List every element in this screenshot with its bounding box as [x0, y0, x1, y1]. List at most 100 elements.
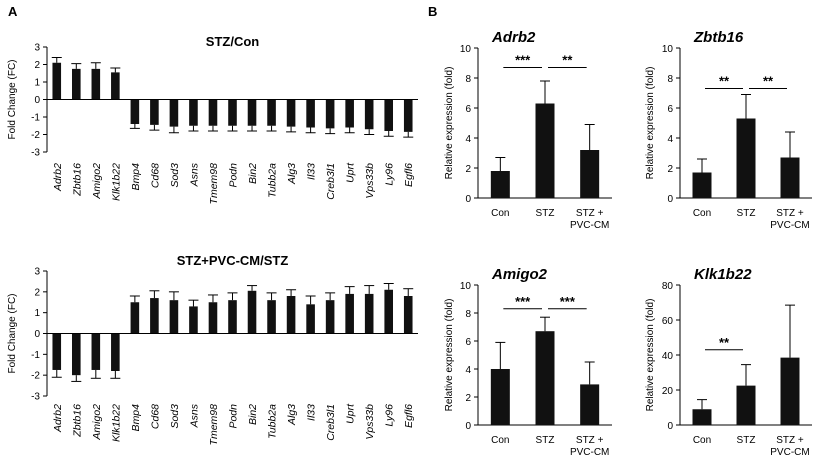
bar-zbtb16: [71, 333, 81, 376]
bar-stz-pvc-cm: [580, 150, 600, 198]
y-tick-label: 6: [465, 337, 471, 348]
x-tick-label-alg3: Alg3: [286, 404, 298, 426]
significance-label: ***: [560, 294, 576, 309]
y-tick-label: 3: [34, 43, 40, 54]
bar-uprt: [345, 99, 354, 128]
significance-label: ***: [515, 294, 531, 309]
x-tick-label-adrb2: Adrb2: [52, 404, 64, 433]
y-tick-label: 1: [34, 308, 40, 319]
chart-stz-pvc-cm-stz: STZ+PVC-CM/STZ Fold Change (FC) -3 -2 -1 0 1 2 3…: [7, 253, 418, 445]
y-tick-label: 4: [465, 365, 471, 376]
panel-label-b: B: [428, 4, 437, 19]
chart-adrb2: Adrb2 Relative expression (fold) 0 2 4 6 8 10 Co…: [444, 29, 612, 231]
y-tick-label: 10: [662, 44, 674, 55]
bar-stz: [736, 118, 756, 198]
x-tick-label-vps33b: Vps33b: [364, 163, 376, 199]
y-tick-label: 2: [667, 164, 673, 175]
y-tick-label: 8: [465, 74, 471, 85]
bar-stz-pvc-cm: [780, 157, 800, 198]
y-tick-label: 2: [34, 287, 40, 298]
bar-podn: [228, 99, 237, 126]
x-tick-label-stz-pvc-cm: STZ + PVC-CM: [570, 208, 609, 231]
chart-title: STZ+PVC-CM/STZ: [177, 253, 289, 268]
y-tick-label: 4: [465, 134, 471, 145]
chart-amigo2: Amigo2 Relative expression (fold) 0 2 4 6 8 10 C…: [444, 266, 612, 458]
chart-title: Zbtb16: [693, 29, 744, 46]
bar-asns: [189, 99, 198, 126]
bar-tubb2a: [267, 300, 276, 334]
y-tick-label: -3: [31, 392, 40, 403]
y-tick-label: 0: [34, 329, 40, 340]
x-tick-label-tmem98: Tmem98: [208, 404, 220, 446]
significance-label: **: [719, 74, 730, 89]
y-tick-label: -1: [31, 113, 40, 124]
x-tick-label-bmp4: Bmp4: [130, 404, 142, 432]
y-tick-label: 2: [465, 393, 471, 404]
y-tick-label: -1: [31, 350, 40, 361]
bar-ly96: [384, 99, 394, 131]
bar-creb3l1: [325, 99, 335, 129]
x-tick-label-stz: STZ: [536, 435, 555, 446]
y-tick-label: 60: [662, 316, 674, 327]
y-axis-label: Fold Change (FC): [7, 59, 18, 139]
bar-egfl6: [403, 99, 413, 132]
x-tick-label-il33: Il33: [306, 404, 318, 421]
bar-con: [692, 409, 712, 425]
x-tick-label-tubb2a: Tubb2a: [267, 163, 279, 198]
panel-label-a: A: [8, 4, 18, 19]
x-tick-label-ly96: Ly96: [384, 163, 396, 186]
y-axis-label: Relative expression (fold): [444, 67, 455, 180]
x-tick-label-amigo2: Amigo2: [91, 163, 103, 200]
bar-tmem98: [208, 302, 218, 334]
bar-zbtb16: [71, 68, 81, 100]
bar-vps33b: [364, 99, 374, 130]
y-tick-label: 10: [460, 281, 472, 292]
x-tick-label-tubb2a: Tubb2a: [267, 404, 279, 439]
y-tick-label: 8: [667, 74, 673, 85]
bar-bin2: [247, 99, 257, 126]
x-tick-label-con: Con: [491, 435, 509, 446]
x-tick-label-bmp4: Bmp4: [130, 163, 142, 191]
x-tick-label-con: Con: [693, 208, 711, 219]
y-tick-label: 0: [34, 95, 40, 106]
y-tick-label: -2: [31, 371, 40, 382]
y-axis-label: Relative expression (fold): [444, 299, 455, 412]
bar-tmem98: [208, 99, 218, 126]
y-axis-label: Relative expression (fold): [645, 67, 656, 180]
x-tick-label-asns: Asns: [188, 403, 200, 428]
bar-tubb2a: [267, 99, 276, 126]
bar-con: [692, 172, 712, 198]
significance-label: **: [562, 53, 573, 68]
bar-vps33b: [364, 293, 374, 334]
significance-label: **: [719, 335, 730, 350]
bar-uprt: [345, 293, 354, 334]
bar-alg3: [286, 99, 296, 127]
y-tick-label: 80: [662, 281, 674, 292]
y-tick-label: 2: [34, 60, 40, 71]
x-tick-label-klk1b22: Klk1b22: [110, 404, 122, 442]
y-tick-label: -3: [31, 148, 40, 159]
bar-con: [490, 171, 510, 198]
bar-bmp4: [130, 302, 140, 334]
y-tick-label: 4: [667, 134, 673, 145]
bar-adrb2: [52, 333, 62, 370]
bar-creb3l1: [325, 300, 335, 334]
x-tick-label-zbtb16: Zbtb16: [71, 404, 83, 438]
x-tick-label-uprt: Uprt: [345, 403, 357, 424]
chart-title: Amigo2: [491, 266, 548, 283]
x-tick-label-cd68: Cd68: [149, 163, 161, 188]
y-tick-label: 8: [465, 309, 471, 320]
bar-bmp4: [130, 99, 140, 124]
y-axis-label: Relative expression (fold): [645, 299, 656, 412]
chart-klk1b22: Klk1b22 Relative expression (fold) 0 20 40 60…: [645, 266, 812, 458]
x-tick-label-con: Con: [693, 435, 711, 446]
bar-con: [490, 369, 510, 425]
significance-label: ***: [515, 53, 531, 68]
bar-egfl6: [403, 296, 413, 334]
x-tick-label-creb3l1: Creb3l1: [325, 404, 337, 441]
x-tick-label-alg3: Alg3: [286, 163, 298, 185]
significance-label: **: [763, 74, 774, 89]
y-axis-label: Fold Change (FC): [7, 293, 18, 373]
y-tick-label: 2: [465, 164, 471, 175]
